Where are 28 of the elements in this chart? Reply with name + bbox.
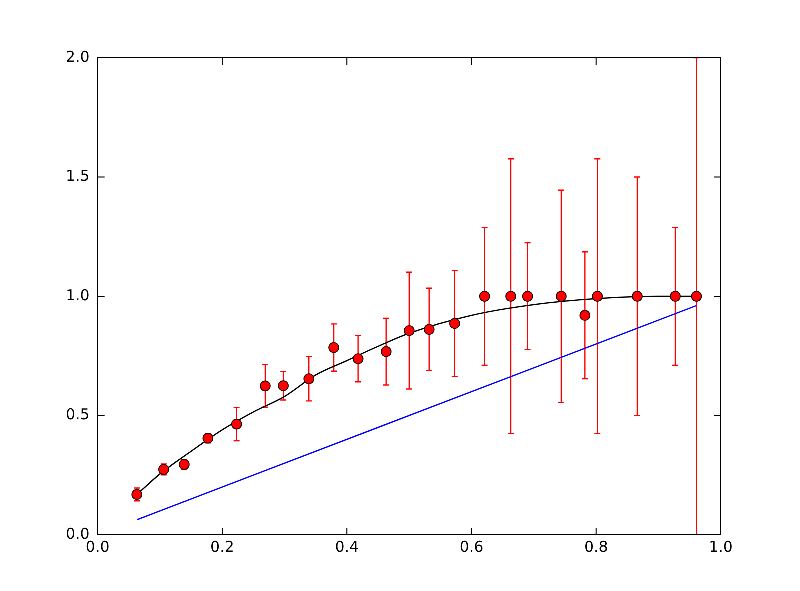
point	[278, 380, 289, 392]
y-tick-label: 2.0	[66, 48, 90, 66]
point	[580, 310, 591, 321]
x-tick-label: 0.8	[584, 538, 608, 556]
point	[260, 380, 271, 392]
x-tick-label: 1.0	[709, 538, 733, 556]
x-tick-label: 0.2	[210, 538, 234, 556]
y-tick-label: 0.5	[66, 406, 90, 424]
point	[380, 346, 392, 358]
y-tick-label: 1.0	[66, 286, 90, 304]
point	[522, 291, 534, 302]
point	[556, 291, 567, 302]
y-tick-label: 1.5	[66, 167, 90, 186]
point	[506, 291, 516, 302]
point	[691, 291, 702, 302]
point	[632, 291, 643, 302]
point	[479, 291, 490, 302]
point	[352, 354, 364, 364]
point	[231, 418, 242, 430]
point	[670, 291, 681, 302]
point	[424, 324, 435, 336]
point	[404, 325, 415, 336]
point	[304, 374, 314, 384]
point	[592, 291, 604, 302]
point	[450, 318, 460, 330]
x-tick-label: 0.4	[335, 538, 360, 556]
point	[328, 342, 340, 354]
x-tick-label: 0.6	[460, 538, 484, 556]
